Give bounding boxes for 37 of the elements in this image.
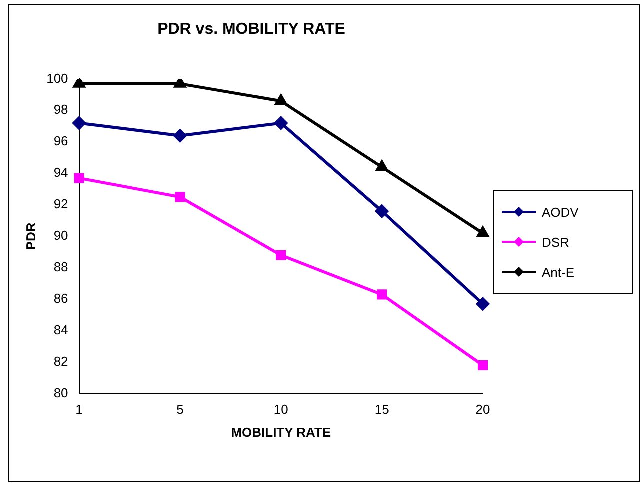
point	[73, 79, 86, 88]
point	[478, 360, 488, 371]
point	[377, 290, 388, 300]
y-tick-label: 94	[54, 165, 68, 180]
y-tick-label: 80	[54, 385, 68, 400]
x-axis-title: MOBILITY RATE	[231, 424, 332, 440]
y-tick-label: 88	[54, 260, 68, 275]
point	[476, 298, 490, 311]
y-tick-label: 98	[54, 102, 68, 118]
x-tick-label: 1	[76, 402, 83, 418]
y-tick-label: 90	[54, 228, 68, 244]
legend-label: DSR	[542, 234, 570, 250]
point	[275, 94, 287, 106]
y-tick-label: 92	[54, 196, 68, 212]
point	[376, 160, 388, 172]
point	[477, 226, 489, 238]
y-tick-label: 86	[54, 291, 68, 306]
point	[175, 192, 186, 202]
point	[274, 116, 288, 130]
y-axis-title: PDR	[23, 222, 38, 250]
chart-title: PDR vs. MOBILITY RATE	[158, 21, 346, 38]
legend-label: AODV	[542, 204, 579, 220]
y-tick-label: 82	[54, 354, 68, 369]
x-tick-label: 20	[476, 402, 490, 418]
x-tick-label: 15	[374, 402, 390, 418]
point	[376, 204, 389, 218]
point	[276, 250, 286, 260]
point	[174, 79, 186, 88]
point	[174, 129, 187, 142]
point	[74, 173, 84, 184]
x-tick-label: 5	[176, 402, 184, 418]
legend-label: Ant-E	[542, 264, 575, 280]
y-tick-label: 84	[54, 322, 68, 338]
point	[72, 116, 86, 130]
y-tick-label: 100	[46, 70, 68, 86]
y-tick-label: 96	[54, 134, 68, 149]
x-tick-label: 10	[274, 402, 288, 418]
